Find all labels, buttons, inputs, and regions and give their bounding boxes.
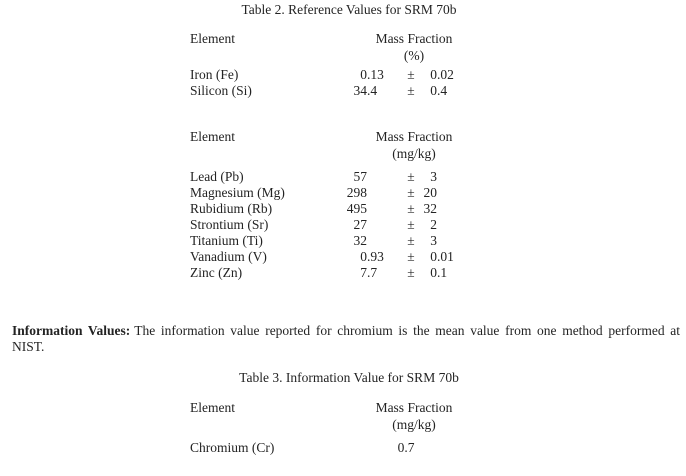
column-header-unit: (mg/kg) [392, 417, 436, 432]
unit-row-spacer [190, 48, 345, 67]
info-paragraph: Information Values: The information value… [12, 323, 680, 355]
element-cell: Rubidium (Rb) [190, 201, 273, 216]
element-cell: Lead (Pb) [190, 169, 244, 184]
element-cell: Magnesium (Mg) [190, 185, 285, 200]
value-dec-cell: .13 [367, 67, 384, 82]
table-unit-row: (mg/kg) [190, 146, 477, 169]
value-int-cell: 7 [360, 265, 367, 280]
table-row: Rubidium (Rb) 495 ±32 [190, 201, 477, 217]
plus-minus-cell: ± [407, 233, 415, 248]
table-row: Lead (Pb) 57 ±3 [190, 169, 477, 185]
value-int-cell: 27 [353, 217, 368, 232]
uncertainty-int-cell: 32 [423, 201, 438, 216]
column-header-element: Element [190, 400, 235, 415]
table-row: Magnesium (Mg) 298 ±20 [190, 185, 477, 201]
table-header-row: Element Mass Fraction [190, 129, 477, 146]
uncertainty-int-cell: 0 [430, 83, 437, 98]
element-cell: Zinc (Zn) [190, 265, 243, 280]
value-dec-cell: .93 [367, 249, 384, 264]
column-header-unit: (mg/kg) [392, 146, 436, 161]
value-int-cell: 0 [360, 67, 367, 82]
plus-minus-cell: ± [407, 265, 415, 280]
element-cell: Strontium (Sr) [190, 217, 269, 232]
table3-title: Table 3. Information Value for SRM 70b [239, 370, 459, 385]
uncertainty-dec-cell [437, 169, 467, 185]
info-text: The information value reported for chrom… [12, 323, 681, 354]
uncertainty-dec-cell [437, 185, 467, 201]
table-unit-row: (%) [190, 48, 477, 67]
unit-row-spacer [190, 146, 345, 169]
table2-section-percent: Element Mass Fraction (%) Iron (Fe) 0.13 ±0.0… [190, 31, 477, 99]
value-int-cell: 0 [360, 249, 367, 264]
value-dec-cell [367, 169, 399, 185]
table2-section-mgkg: Element Mass Fraction (mg/kg) Lead (Pb) 57 ±3… [190, 129, 477, 281]
plus-minus-cell: ± [407, 185, 415, 200]
plus-minus-cell: ± [407, 217, 415, 232]
table2-title: Table 2. Reference Values for SRM 70b [241, 2, 457, 17]
element-cell: Vanadium (V) [190, 249, 267, 264]
value-int-cell: 298 [346, 185, 367, 200]
element-cell: Iron (Fe) [190, 67, 239, 82]
value-int-cell: 57 [353, 169, 368, 184]
uncertainty-dec-cell [437, 217, 467, 233]
plus-minus-cell: ± [407, 67, 415, 82]
element-cell: Titanium (Ti) [190, 233, 263, 248]
uncertainty-int-cell: 0 [430, 265, 437, 280]
column-header-unit: (%) [403, 48, 425, 63]
value-cell: 0.7 [397, 440, 415, 455]
uncertainty-int-cell: 20 [423, 185, 438, 200]
table-header-row: Element Mass Fraction [190, 400, 477, 417]
unit-row-spacer [190, 417, 345, 440]
uncertainty-int-cell: 3 [430, 169, 437, 184]
uncertainty-int-cell: 2 [430, 217, 437, 232]
column-header-mass-fraction: Mass Fraction [375, 400, 453, 415]
plus-minus-cell: ± [407, 83, 415, 98]
table-row: Strontium (Sr) 27 ±2 [190, 217, 477, 233]
value-dec-cell [367, 217, 399, 233]
element-cell: Chromium (Cr) [190, 440, 275, 455]
table-header-row: Element Mass Fraction [190, 31, 477, 48]
value-int-cell: 32 [353, 233, 368, 248]
uncertainty-int-cell: 0 [430, 67, 437, 82]
element-cell: Silicon (Si) [190, 83, 252, 98]
uncertainty-int-cell: 0 [430, 249, 437, 264]
table-row: Silicon (Si) 34.4 ±0.4 [190, 83, 477, 99]
value-int-cell: 495 [346, 201, 367, 216]
value-dec-cell: .7 [367, 265, 378, 280]
column-header-mass-fraction: Mass Fraction [375, 129, 453, 144]
uncertainty-dec-cell: .1 [437, 265, 448, 280]
value-dec-cell [367, 201, 399, 217]
table3-section: Element Mass Fraction (mg/kg) Chromium (Cr)… [190, 400, 477, 456]
table-row: Iron (Fe) 0.13 ±0.02 [190, 67, 477, 83]
uncertainty-dec-cell [437, 201, 467, 217]
info-label: Information Values: [12, 323, 131, 338]
table-row: Titanium (Ti) 32 ±3 [190, 233, 477, 249]
uncertainty-int-cell: 3 [430, 233, 437, 248]
uncertainty-dec-cell [437, 233, 467, 249]
plus-minus-cell: ± [407, 249, 415, 264]
table-unit-row: (mg/kg) [190, 417, 477, 440]
table-row: Zinc (Zn) 7.7 ±0.1 [190, 265, 477, 281]
uncertainty-dec-cell: .01 [437, 249, 454, 264]
plus-minus-cell: ± [407, 169, 415, 184]
plus-minus-cell: ± [407, 201, 415, 216]
value-dec-cell: .4 [367, 83, 378, 98]
column-header-mass-fraction: Mass Fraction [375, 31, 453, 46]
uncertainty-dec-cell: .02 [437, 67, 454, 82]
column-header-element: Element [190, 31, 235, 46]
table-row: Vanadium (V) 0.93 ±0.01 [190, 249, 477, 265]
value-dec-cell [367, 185, 399, 201]
table-row: Chromium (Cr) 0.7 [190, 440, 477, 456]
uncertainty-dec-cell: .4 [437, 83, 448, 98]
value-int-cell: 34 [353, 83, 368, 98]
value-dec-cell [367, 233, 399, 249]
column-header-element: Element [190, 129, 235, 144]
